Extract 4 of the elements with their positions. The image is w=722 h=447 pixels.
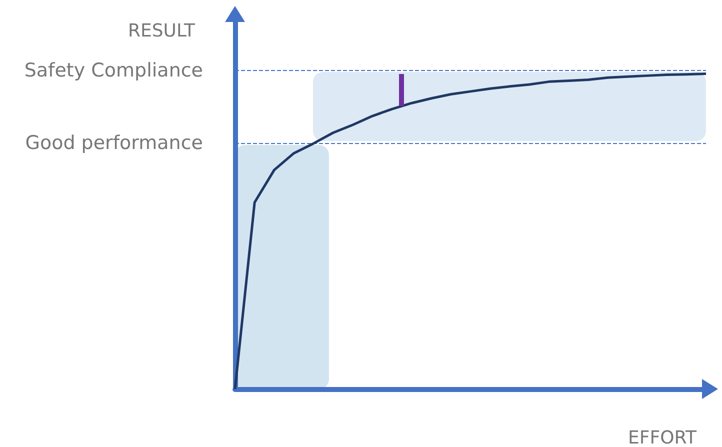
ref-line-label: Good performance: [25, 132, 203, 154]
y-axis-title: RESULT: [128, 20, 196, 42]
ref-line-label: Safety Compliance: [24, 60, 203, 82]
x-axis-title: EFFORT: [628, 428, 698, 447]
